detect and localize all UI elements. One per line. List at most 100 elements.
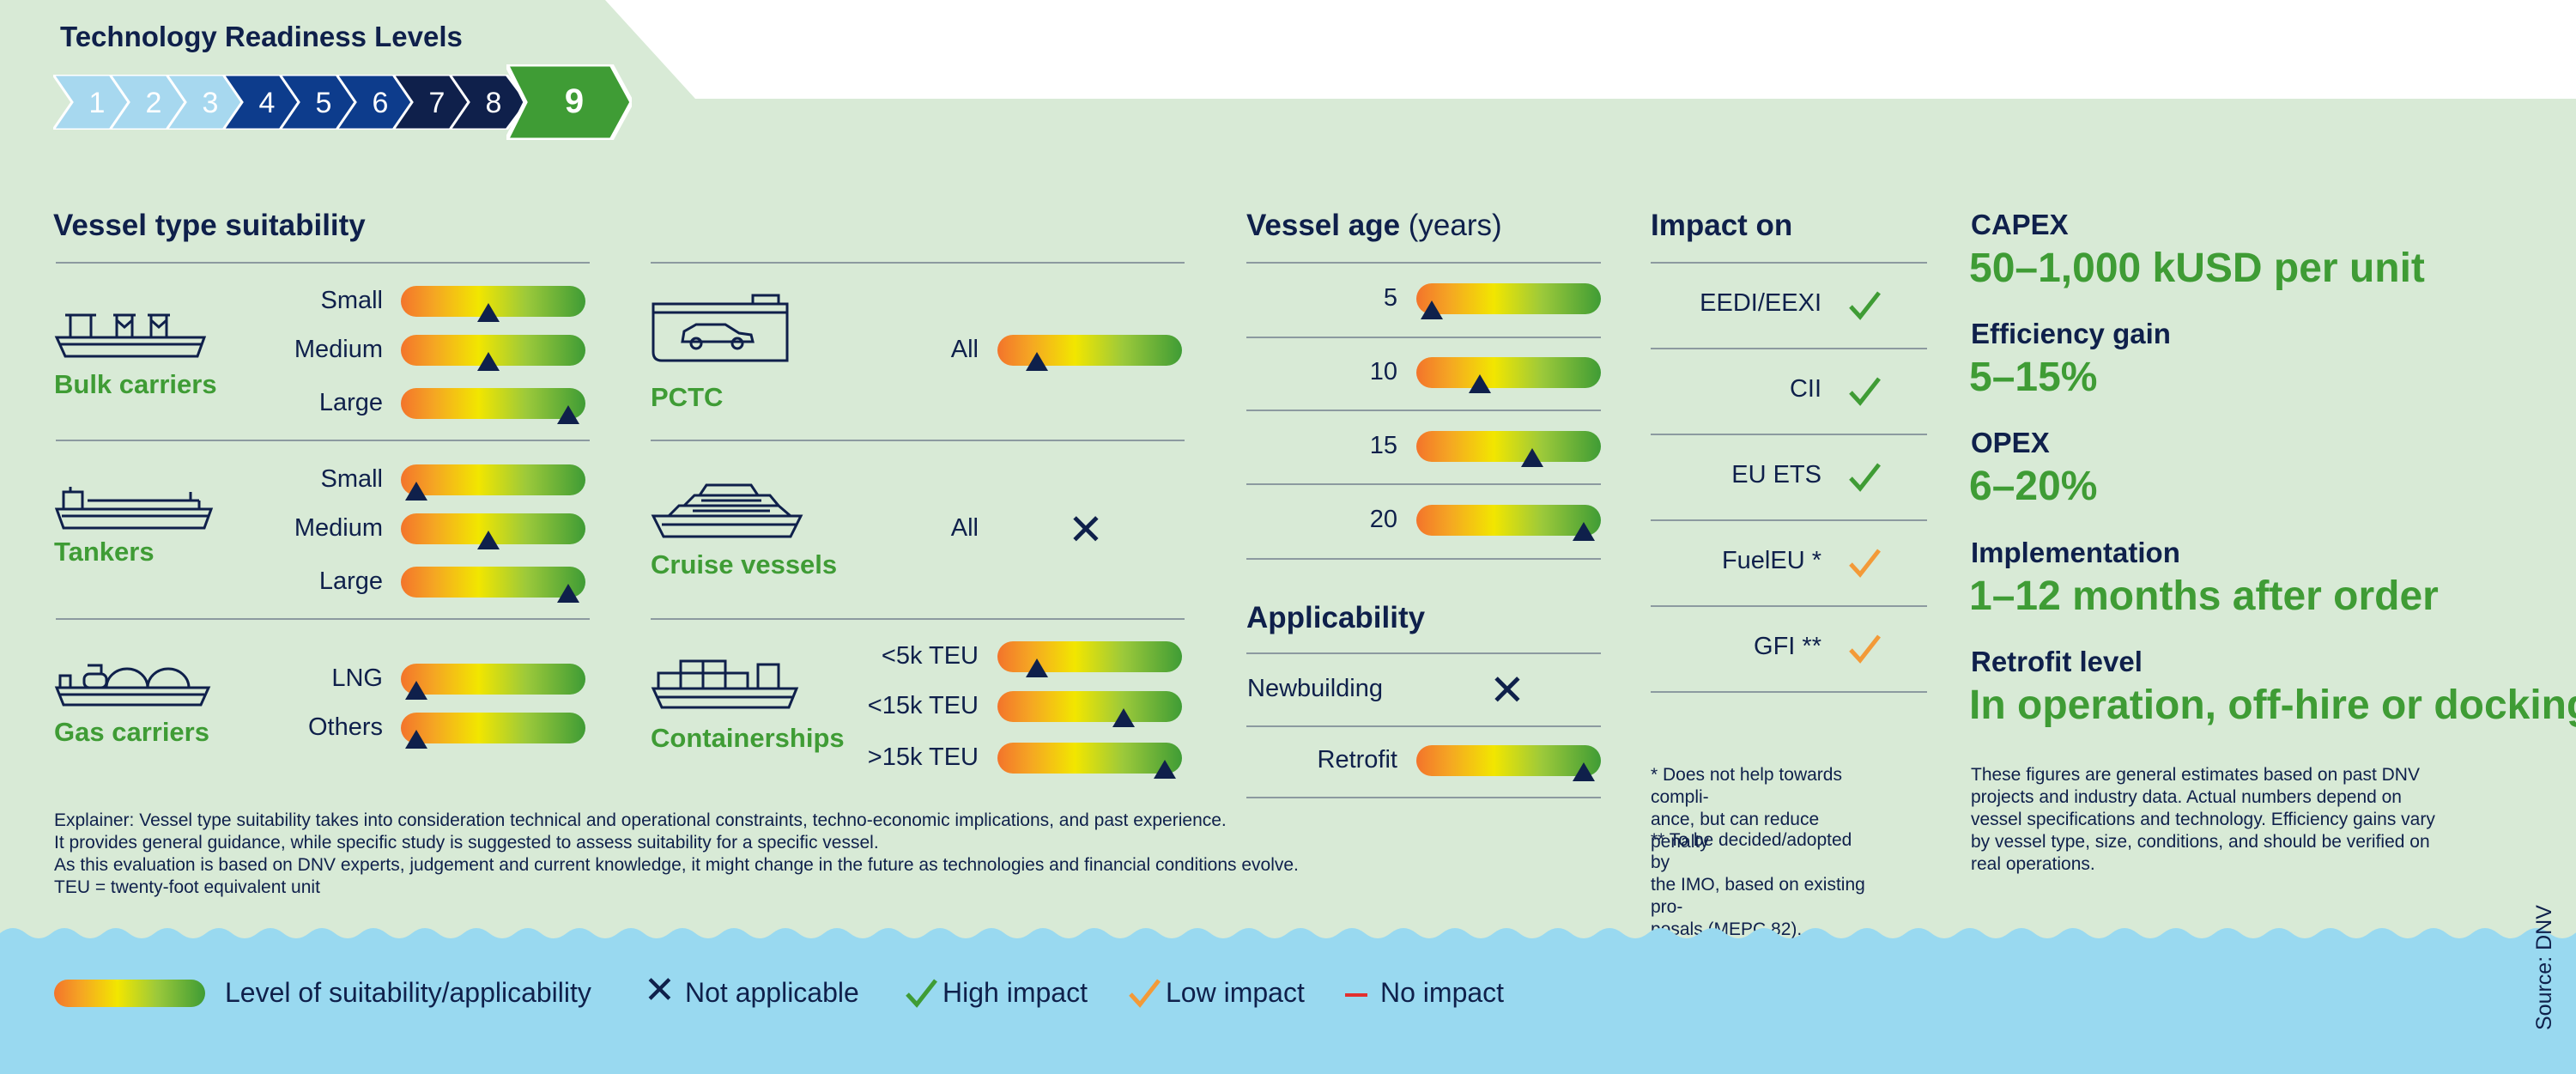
- divider: [56, 262, 590, 264]
- vessel-age-unit: (years): [1408, 209, 1502, 242]
- age-row-3-marker: [1573, 522, 1596, 541]
- vessel-group-tankers: Tankers: [54, 537, 155, 567]
- divider: [651, 440, 1185, 441]
- vessel-2-row-0-marker: [404, 681, 427, 700]
- impact-row-4-label: GFI **: [1754, 633, 1821, 660]
- divider: [1246, 558, 1601, 560]
- vessel-group-cruise: Cruise vessels: [651, 549, 838, 579]
- source-label: Source: DNV: [2532, 905, 2556, 1030]
- vessel-5-row-1-marker: [1112, 708, 1136, 727]
- svg-text:3: 3: [203, 87, 219, 119]
- explainer-text: Explainer: Vessel type suitability takes…: [54, 810, 1299, 897]
- age-row-2-marker: [1521, 448, 1544, 467]
- legend-high-impact: High impact: [943, 977, 1088, 1008]
- impact-heading: Impact on: [1651, 209, 1793, 242]
- impact-row-3-label: FuelEU *: [1721, 547, 1821, 574]
- trl-level-8: 8: [447, 73, 529, 131]
- vessel-2-row-1-marker: [404, 730, 427, 749]
- cost-value-4: In operation, off-hire or docking: [1969, 683, 2576, 728]
- svg-text:2: 2: [146, 87, 162, 119]
- age-row-2-bar: [1416, 431, 1601, 462]
- vessel-2-row-0-label: LNG: [331, 664, 383, 692]
- age-row-3-bar: [1416, 505, 1601, 536]
- vessel-group-bulk: Bulk carriers: [54, 369, 217, 399]
- tanker-icon: [54, 487, 214, 530]
- vessel-1-row-2-marker: [557, 584, 580, 603]
- legend-gradient-bar: [54, 980, 205, 1007]
- vessel-5-row-0-marker: [1025, 658, 1048, 677]
- impact-row-2-high-check-icon: [1849, 463, 1881, 492]
- header-white-corner: [605, 0, 2576, 99]
- legend-not-applicable: Not applicable: [685, 977, 859, 1008]
- impact-row-0-label: EEDI/EEXI: [1700, 289, 1821, 317]
- vessel-0-row-2-bar: [401, 388, 585, 419]
- vessel-2-row-1-label: Others: [307, 713, 383, 741]
- applicability-row-0-cross-icon: ✕: [1489, 666, 1525, 714]
- impact-row-2-label: EU ETS: [1731, 461, 1821, 488]
- vessel-5-row-2-marker: [1154, 760, 1177, 779]
- cost-label-2: OPEX: [1971, 427, 2050, 458]
- divider: [1651, 434, 1927, 435]
- vessel-group-gas: Gas carriers: [54, 717, 209, 747]
- vessel-3-row-0-marker: [1025, 352, 1048, 371]
- legend-low-impact: Low impact: [1166, 977, 1305, 1008]
- divider: [1651, 348, 1927, 349]
- vessel-1-row-2-label: Large: [318, 567, 383, 595]
- legend-dash-icon: [1345, 993, 1367, 997]
- vessel-group-pctc: PCTC: [651, 382, 724, 412]
- vessel-5-row-1-bar: [997, 691, 1182, 722]
- divider: [1651, 262, 1927, 264]
- vessel-0-row-0-marker: [476, 303, 500, 322]
- divider: [1246, 337, 1601, 338]
- applicability-heading: Applicability: [1246, 601, 1426, 634]
- legend-low-check-icon: [1129, 979, 1161, 1008]
- divider: [1246, 483, 1601, 485]
- trl-level-2: 2: [107, 73, 189, 131]
- age-row-3-label: 20: [1369, 506, 1397, 533]
- vessel-0-row-0-label: Small: [320, 287, 383, 314]
- gas-carrier-icon: [54, 664, 211, 707]
- pctc-icon: [652, 294, 789, 362]
- divider: [56, 440, 590, 441]
- cost-label-0: CAPEX: [1971, 209, 2069, 240]
- svg-text:9: 9: [565, 82, 584, 120]
- vessel-1-row-0-bar: [401, 464, 585, 495]
- vessel-1-row-0-marker: [404, 482, 427, 501]
- vessel-3-row-0-label: All: [950, 336, 979, 363]
- vessel-1-row-0-label: Small: [320, 465, 383, 493]
- vessel-5-row-0-label: <5k TEU: [881, 642, 979, 670]
- age-row-1-marker: [1468, 374, 1491, 393]
- vessel-type-heading: Vessel type suitability: [53, 209, 366, 242]
- divider: [1246, 410, 1601, 411]
- divider: [1246, 652, 1601, 654]
- vessel-1-row-1-marker: [476, 531, 500, 549]
- vessel-age-title: Vessel age: [1246, 209, 1401, 242]
- divider: [651, 618, 1185, 620]
- divider: [1651, 519, 1927, 521]
- vessel-0-row-1-marker: [476, 352, 500, 371]
- impact-row-1-label: CII: [1789, 375, 1821, 403]
- age-row-2-label: 15: [1369, 432, 1397, 459]
- age-row-0-label: 5: [1383, 284, 1397, 312]
- divider: [1651, 605, 1927, 607]
- svg-text:5: 5: [316, 87, 332, 119]
- svg-text:8: 8: [486, 87, 502, 119]
- costs-note: These figures are general estimates base…: [1971, 765, 2435, 874]
- containership-icon: [651, 659, 799, 709]
- vessel-2-row-1-bar: [401, 713, 585, 743]
- divider: [1246, 797, 1601, 798]
- impact-row-0-high-check-icon: [1849, 291, 1881, 320]
- impact-row-3-low-check-icon: [1849, 549, 1881, 578]
- cost-label-1: Efficiency gain: [1971, 318, 2171, 349]
- svg-text:7: 7: [429, 87, 445, 119]
- vessel-1-row-2-bar: [401, 567, 585, 598]
- cruise-ship-icon: [651, 483, 803, 538]
- cost-value-0: 50–1,000 kUSD per unit: [1969, 246, 2425, 291]
- svg-text:4: 4: [259, 87, 276, 119]
- trl-title: Technology Readiness Levels: [60, 21, 463, 52]
- vessel-0-row-1-label: Medium: [294, 336, 383, 363]
- applicability-row-0-label: Newbuilding: [1247, 675, 1383, 702]
- vessel-age-heading: Vessel age (years): [1246, 209, 1502, 243]
- svg-text:6: 6: [373, 87, 389, 119]
- vessel-5-row-2-bar: [997, 743, 1182, 774]
